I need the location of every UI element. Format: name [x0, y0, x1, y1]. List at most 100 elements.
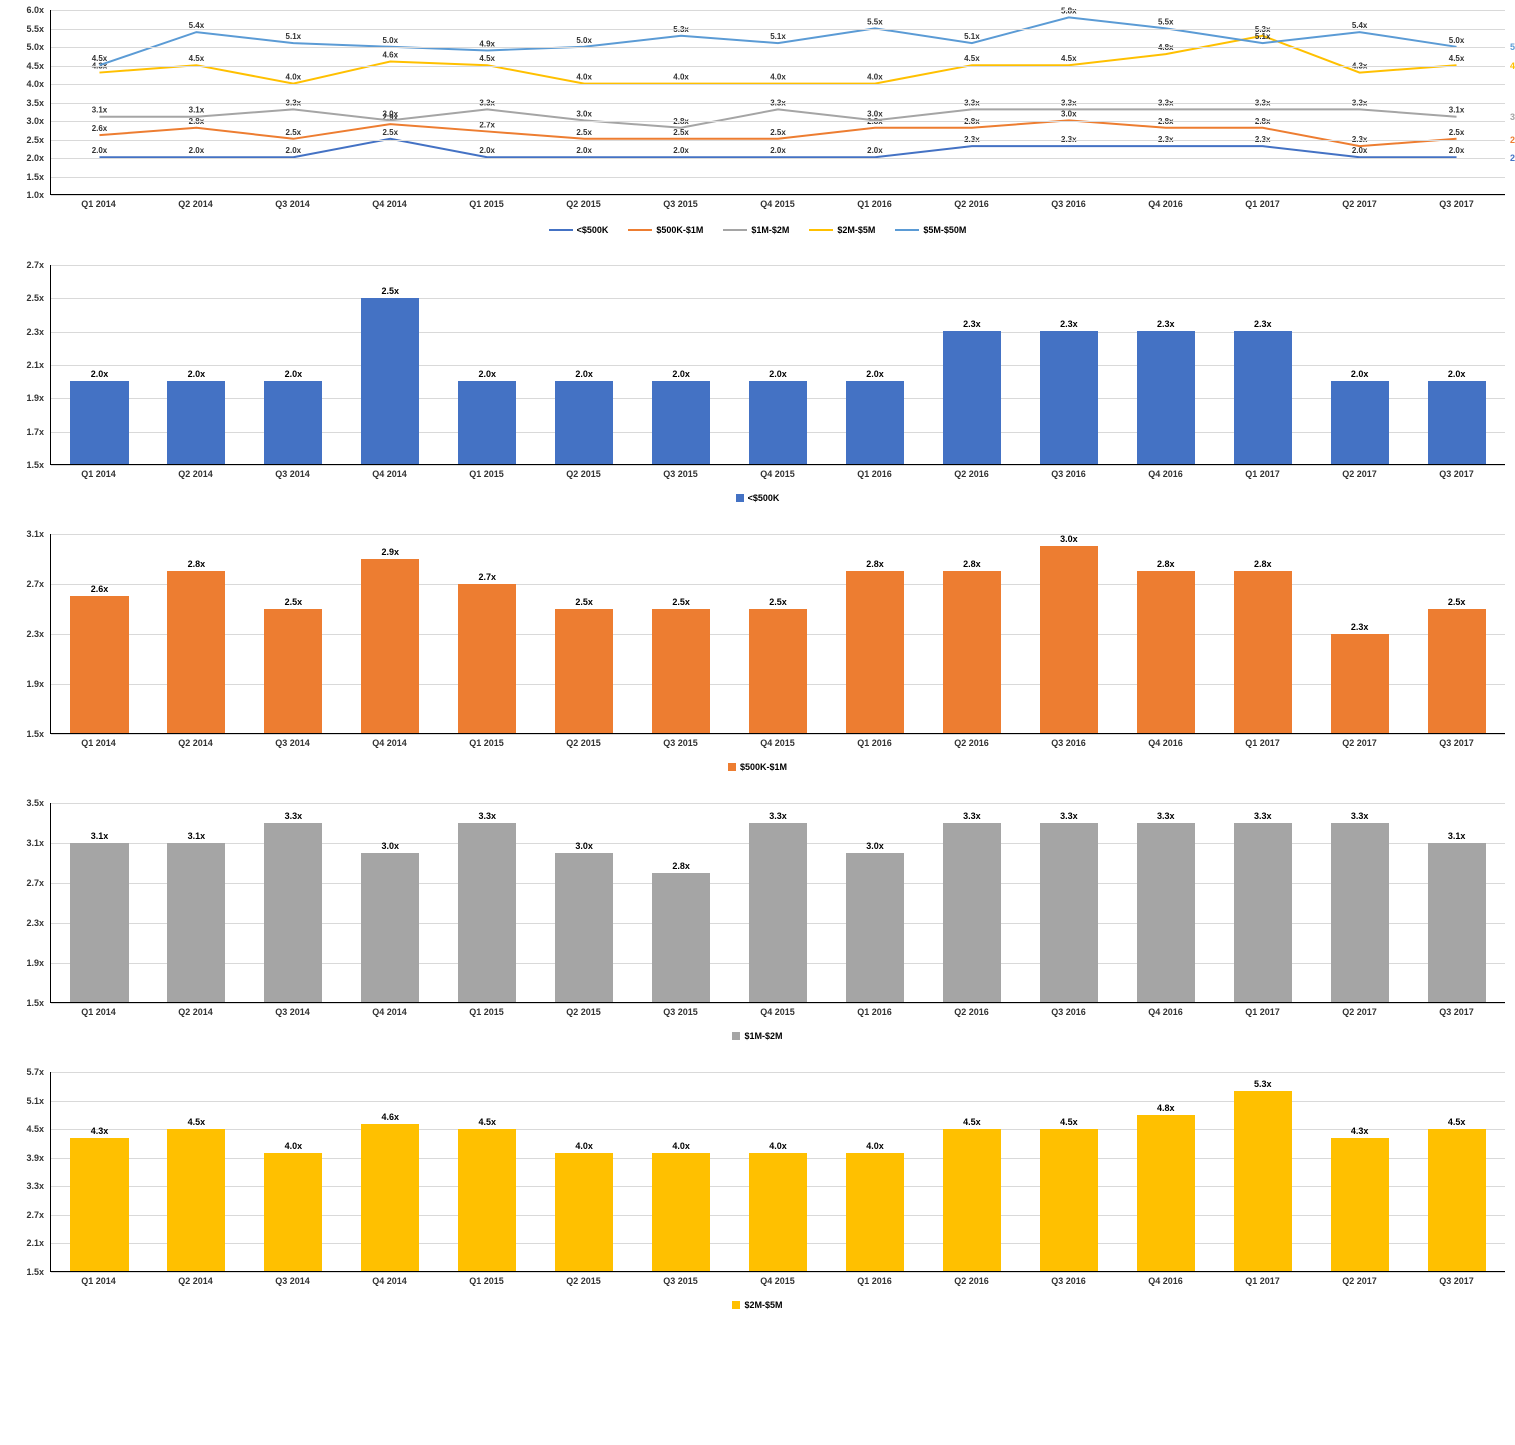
bar-slot: 3.3x	[439, 803, 536, 1002]
bar: 4.5x	[943, 1129, 1001, 1271]
x-tick-label: Q2 2017	[1311, 1007, 1408, 1017]
legend-label: $2M-$5M	[744, 1300, 782, 1310]
line-point-label: 4.5x	[92, 54, 108, 63]
legend-item: $2M-$5M	[809, 225, 875, 235]
bar: 4.0x	[652, 1153, 710, 1271]
bar: 2.3x	[1137, 331, 1195, 464]
x-tick-label: Q4 2014	[341, 1007, 438, 1017]
bar-slot: 2.0x	[730, 265, 827, 464]
bar-value-label: 2.0x	[1351, 369, 1369, 381]
bar-slot: 4.0x	[827, 1072, 924, 1271]
bar-value-label: 4.5x	[478, 1117, 496, 1129]
bar-value-label: 2.5x	[1448, 597, 1466, 609]
bar: 2.8x	[943, 571, 1001, 733]
legend-label: $1M-$2M	[751, 225, 789, 235]
x-tick-label: Q4 2016	[1117, 1007, 1214, 1017]
bar: 3.1x	[70, 843, 128, 1002]
bar-slot: 3.3x	[1117, 803, 1214, 1002]
line-point-label: 2.0x	[286, 146, 302, 155]
legend-swatch	[723, 229, 747, 231]
series-end-label: 2.5x	[1510, 135, 1515, 145]
bar: 3.0x	[555, 853, 613, 1002]
line-point-label: 4.5x	[479, 54, 495, 63]
bar: 4.0x	[749, 1153, 807, 1271]
bar-slot: 2.8x	[148, 534, 245, 733]
x-tick-label: Q2 2016	[923, 738, 1020, 748]
bar-value-label: 4.0x	[866, 1141, 884, 1153]
x-tick-label: Q3 2015	[632, 199, 729, 209]
bar-value-label: 2.8x	[672, 861, 690, 873]
bar-slot: 2.8x	[1214, 534, 1311, 733]
x-tick-label: Q4 2016	[1117, 738, 1214, 748]
y-tick-label: 5.0x	[26, 42, 44, 52]
bar-slot: 2.0x	[536, 265, 633, 464]
y-tick-label: 1.7x	[26, 427, 44, 437]
bar-slot: 2.8x	[633, 803, 730, 1002]
y-tick-label: 1.9x	[26, 958, 44, 968]
bar-value-label: 3.0x	[575, 841, 593, 853]
bar: 2.0x	[458, 381, 516, 464]
bar-value-label: 2.0x	[672, 369, 690, 381]
x-tick-label: Q3 2016	[1020, 738, 1117, 748]
bar: 2.5x	[361, 298, 419, 464]
bar-value-label: 3.3x	[285, 811, 303, 823]
bar-value-label: 4.0x	[575, 1141, 593, 1153]
bar: 2.8x	[167, 571, 225, 733]
x-tick-label: Q1 2017	[1214, 1276, 1311, 1286]
bar-value-label: 2.5x	[575, 597, 593, 609]
bar-value-label: 2.3x	[1157, 319, 1175, 331]
x-tick-label: Q3 2014	[244, 469, 341, 479]
bar-value-label: 3.3x	[1351, 811, 1369, 823]
legend-label: <$500K	[577, 225, 609, 235]
y-tick-label: 3.9x	[26, 1153, 44, 1163]
bar-value-label: 2.9x	[382, 547, 400, 559]
x-tick-label: Q2 2015	[535, 199, 632, 209]
y-tick-label: 2.7x	[26, 579, 44, 589]
bar-value-label: 3.3x	[769, 811, 787, 823]
bar: 2.0x	[167, 381, 225, 464]
bar: 2.8x	[652, 873, 710, 1002]
x-tick-label: Q3 2017	[1408, 1007, 1505, 1017]
y-tick-label: 1.5x	[26, 172, 44, 182]
bar-slot: 2.5x	[245, 534, 342, 733]
bar-slot: 2.5x	[730, 534, 827, 733]
bar: 2.6x	[70, 596, 128, 733]
bar: 3.3x	[1040, 823, 1098, 1002]
bar: 2.3x	[943, 331, 1001, 464]
x-tick-label: Q4 2015	[729, 1007, 826, 1017]
bar: 2.8x	[1137, 571, 1195, 733]
y-tick-label: 2.7x	[26, 878, 44, 888]
y-tick-label: 2.7x	[26, 260, 44, 270]
bar-value-label: 2.0x	[91, 369, 109, 381]
x-tick-label: Q4 2014	[341, 199, 438, 209]
bar: 2.0x	[264, 381, 322, 464]
bar-value-label: 2.5x	[382, 286, 400, 298]
bar-value-label: 2.3x	[963, 319, 981, 331]
line-point-label: 3.1x	[92, 106, 108, 115]
legend-item: $500K-$1M	[628, 225, 703, 235]
bar-value-label: 3.1x	[1448, 831, 1466, 843]
bar: 4.6x	[361, 1124, 419, 1271]
x-tick-label: Q3 2016	[1020, 469, 1117, 479]
bar-value-label: 3.0x	[1060, 534, 1078, 546]
line-point-label: 5.5x	[1158, 17, 1174, 26]
bar-slot: 2.0x	[148, 265, 245, 464]
bar: 2.0x	[749, 381, 807, 464]
legend-item: <$500K	[736, 493, 780, 503]
bar: 3.3x	[458, 823, 516, 1002]
series-end-label: 5.0x	[1510, 42, 1515, 52]
bar-value-label: 2.7x	[478, 572, 496, 584]
x-tick-label: Q3 2016	[1020, 199, 1117, 209]
x-tick-label: Q4 2014	[341, 738, 438, 748]
line-point-label: 4.6x	[382, 51, 398, 60]
bar-slot: 4.0x	[730, 1072, 827, 1271]
line-point-label: 5.0x	[382, 36, 398, 45]
bar-slot: 2.8x	[1117, 534, 1214, 733]
y-tick-label: 2.5x	[26, 135, 44, 145]
legend-label: $5M-$50M	[923, 225, 966, 235]
x-tick-label: Q3 2015	[632, 1276, 729, 1286]
line-point-label: 4.5x	[964, 54, 980, 63]
bar: 4.5x	[1040, 1129, 1098, 1271]
x-tick-label: Q4 2015	[729, 1276, 826, 1286]
bar: 4.8x	[1137, 1115, 1195, 1271]
